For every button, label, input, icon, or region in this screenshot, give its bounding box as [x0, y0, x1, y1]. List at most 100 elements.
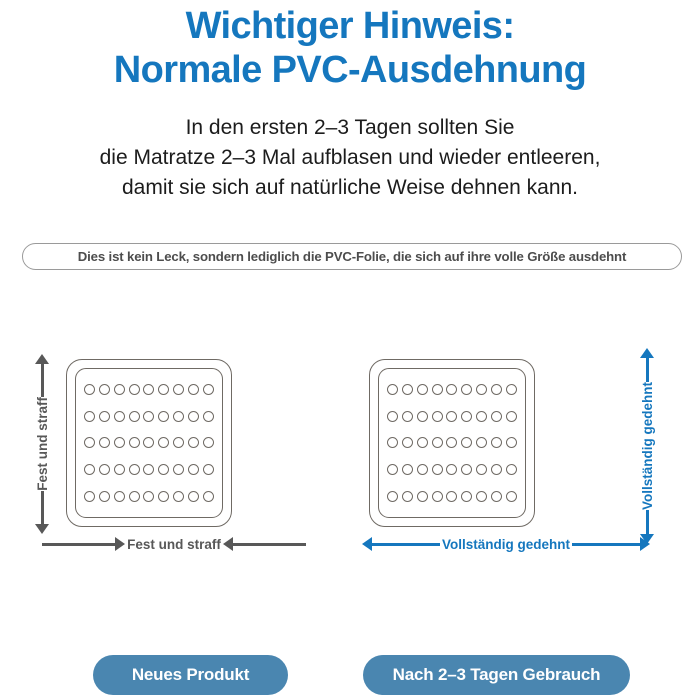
air-cell-dot	[98, 464, 110, 476]
air-cell-dot	[461, 410, 473, 422]
air-cell-dot	[446, 491, 458, 503]
air-cell-dot	[158, 383, 170, 395]
measure-line	[40, 490, 44, 525]
air-cell-dot	[416, 410, 428, 422]
instruction-line-2: die Matratze 2–3 Mal aufblasen und wiede…	[99, 146, 601, 169]
air-cell-dot	[158, 410, 170, 422]
air-cell-dot	[188, 491, 200, 503]
air-cell-dot	[143, 383, 155, 395]
diagram-fully-stretched: Vollständig gedehnt Vollständig gedehnt	[350, 330, 700, 580]
arrow-left-icon	[222, 537, 233, 551]
air-cell-dot	[491, 464, 503, 476]
air-cell-dot	[83, 464, 95, 476]
air-cell-dot	[113, 437, 125, 449]
horizontal-measure-label-left: Fest und straff	[127, 536, 221, 552]
arrow-up-icon	[35, 354, 49, 364]
air-cell-dot	[431, 437, 443, 449]
page-title-line-2: Normale PVC-Ausdehnung	[113, 49, 587, 91]
air-cell-dot	[386, 437, 398, 449]
air-cell-dot	[446, 383, 458, 395]
mattress-illustration-right	[369, 359, 535, 527]
air-cell-dot	[476, 491, 488, 503]
air-cell-dot	[476, 410, 488, 422]
air-cell-dot	[113, 383, 125, 395]
diagram-new-product: Fest und straff Fest und straff	[0, 330, 350, 580]
air-cell-dot	[143, 464, 155, 476]
air-cell-dot	[416, 491, 428, 503]
arrow-down-icon	[35, 524, 49, 535]
horizontal-measure-label-right: Vollständig gedehnt	[442, 536, 570, 552]
air-cell-dot	[446, 437, 458, 449]
air-cell-dot	[98, 437, 110, 449]
vertical-measure-left: Fest und straff	[31, 354, 53, 535]
measure-line	[645, 358, 649, 382]
page-title-line-1: Wichtiger Hinweis:	[185, 5, 515, 47]
air-cell-dot	[143, 491, 155, 503]
air-cell-dot	[431, 383, 443, 395]
measure-line	[372, 542, 440, 546]
air-cell-dot	[506, 464, 518, 476]
comparison-diagrams: Fest und straff Fest und straff	[0, 330, 700, 580]
air-cell-dot	[416, 383, 428, 395]
air-cell-dot	[491, 383, 503, 395]
air-cell-dot	[506, 410, 518, 422]
instruction-text: In den ersten 2–3 Tagen sollten Sie die …	[0, 113, 700, 203]
air-cell-dot	[401, 410, 413, 422]
air-cell-dot	[431, 410, 443, 422]
air-cell-dot	[113, 464, 125, 476]
air-cell-dot	[173, 491, 185, 503]
air-cell-dot	[203, 410, 215, 422]
air-cell-dot	[83, 410, 95, 422]
air-cell-dot	[173, 410, 185, 422]
air-cell-dot	[188, 383, 200, 395]
instruction-line-3: damit sie sich auf natürliche Weise dehn…	[121, 176, 579, 199]
mattress-illustration-left	[66, 359, 232, 527]
air-cell-dot	[188, 410, 200, 422]
mattress-dot-grid-right	[385, 376, 519, 510]
air-cell-dot	[491, 491, 503, 503]
air-cell-dot	[401, 464, 413, 476]
air-cell-dot	[203, 491, 215, 503]
arrow-right-icon	[115, 537, 126, 551]
vertical-measure-right: Vollständig gedehnt	[636, 348, 658, 544]
air-cell-dot	[98, 410, 110, 422]
air-cell-dot	[476, 464, 488, 476]
air-cell-dot	[143, 437, 155, 449]
air-cell-dot	[506, 491, 518, 503]
air-cell-dot	[491, 437, 503, 449]
air-cell-dot	[173, 383, 185, 395]
air-cell-dot	[98, 491, 110, 503]
air-cell-dot	[143, 410, 155, 422]
air-cell-dot	[431, 464, 443, 476]
air-cell-dot	[386, 464, 398, 476]
new-product-button[interactable]: Neues Produkt	[93, 655, 288, 695]
air-cell-dot	[128, 383, 140, 395]
mattress-inner-edge	[378, 368, 526, 518]
after-use-button[interactable]: Nach 2–3 Tagen Gebrauch	[363, 655, 630, 695]
air-cell-dot	[416, 437, 428, 449]
note-callout: Dies ist kein Leck, sondern lediglich di…	[22, 243, 682, 270]
caption-buttons: Neues Produkt Nach 2–3 Tagen Gebrauch	[0, 655, 700, 700]
vertical-measure-label-right: Vollständig gedehnt	[639, 382, 655, 510]
air-cell-dot	[98, 383, 110, 395]
air-cell-dot	[203, 464, 215, 476]
measure-line	[42, 542, 116, 546]
air-cell-dot	[83, 491, 95, 503]
measure-line	[40, 364, 44, 398]
measure-line	[645, 510, 649, 534]
air-cell-dot	[203, 437, 215, 449]
air-cell-dot	[386, 410, 398, 422]
air-cell-dot	[506, 437, 518, 449]
instruction-line-1: In den ersten 2–3 Tagen sollten Sie	[185, 116, 515, 139]
air-cell-dot	[113, 491, 125, 503]
mattress-dot-grid-left	[82, 376, 216, 510]
page-title: Wichtiger Hinweis: Normale PVC-Ausdehnun…	[0, 4, 700, 92]
air-cell-dot	[446, 410, 458, 422]
air-cell-dot	[401, 437, 413, 449]
air-cell-dot	[83, 437, 95, 449]
air-cell-dot	[461, 437, 473, 449]
air-cell-dot	[491, 410, 503, 422]
horizontal-measure-right: Vollständig gedehnt	[362, 533, 650, 555]
arrow-up-icon	[640, 348, 654, 358]
